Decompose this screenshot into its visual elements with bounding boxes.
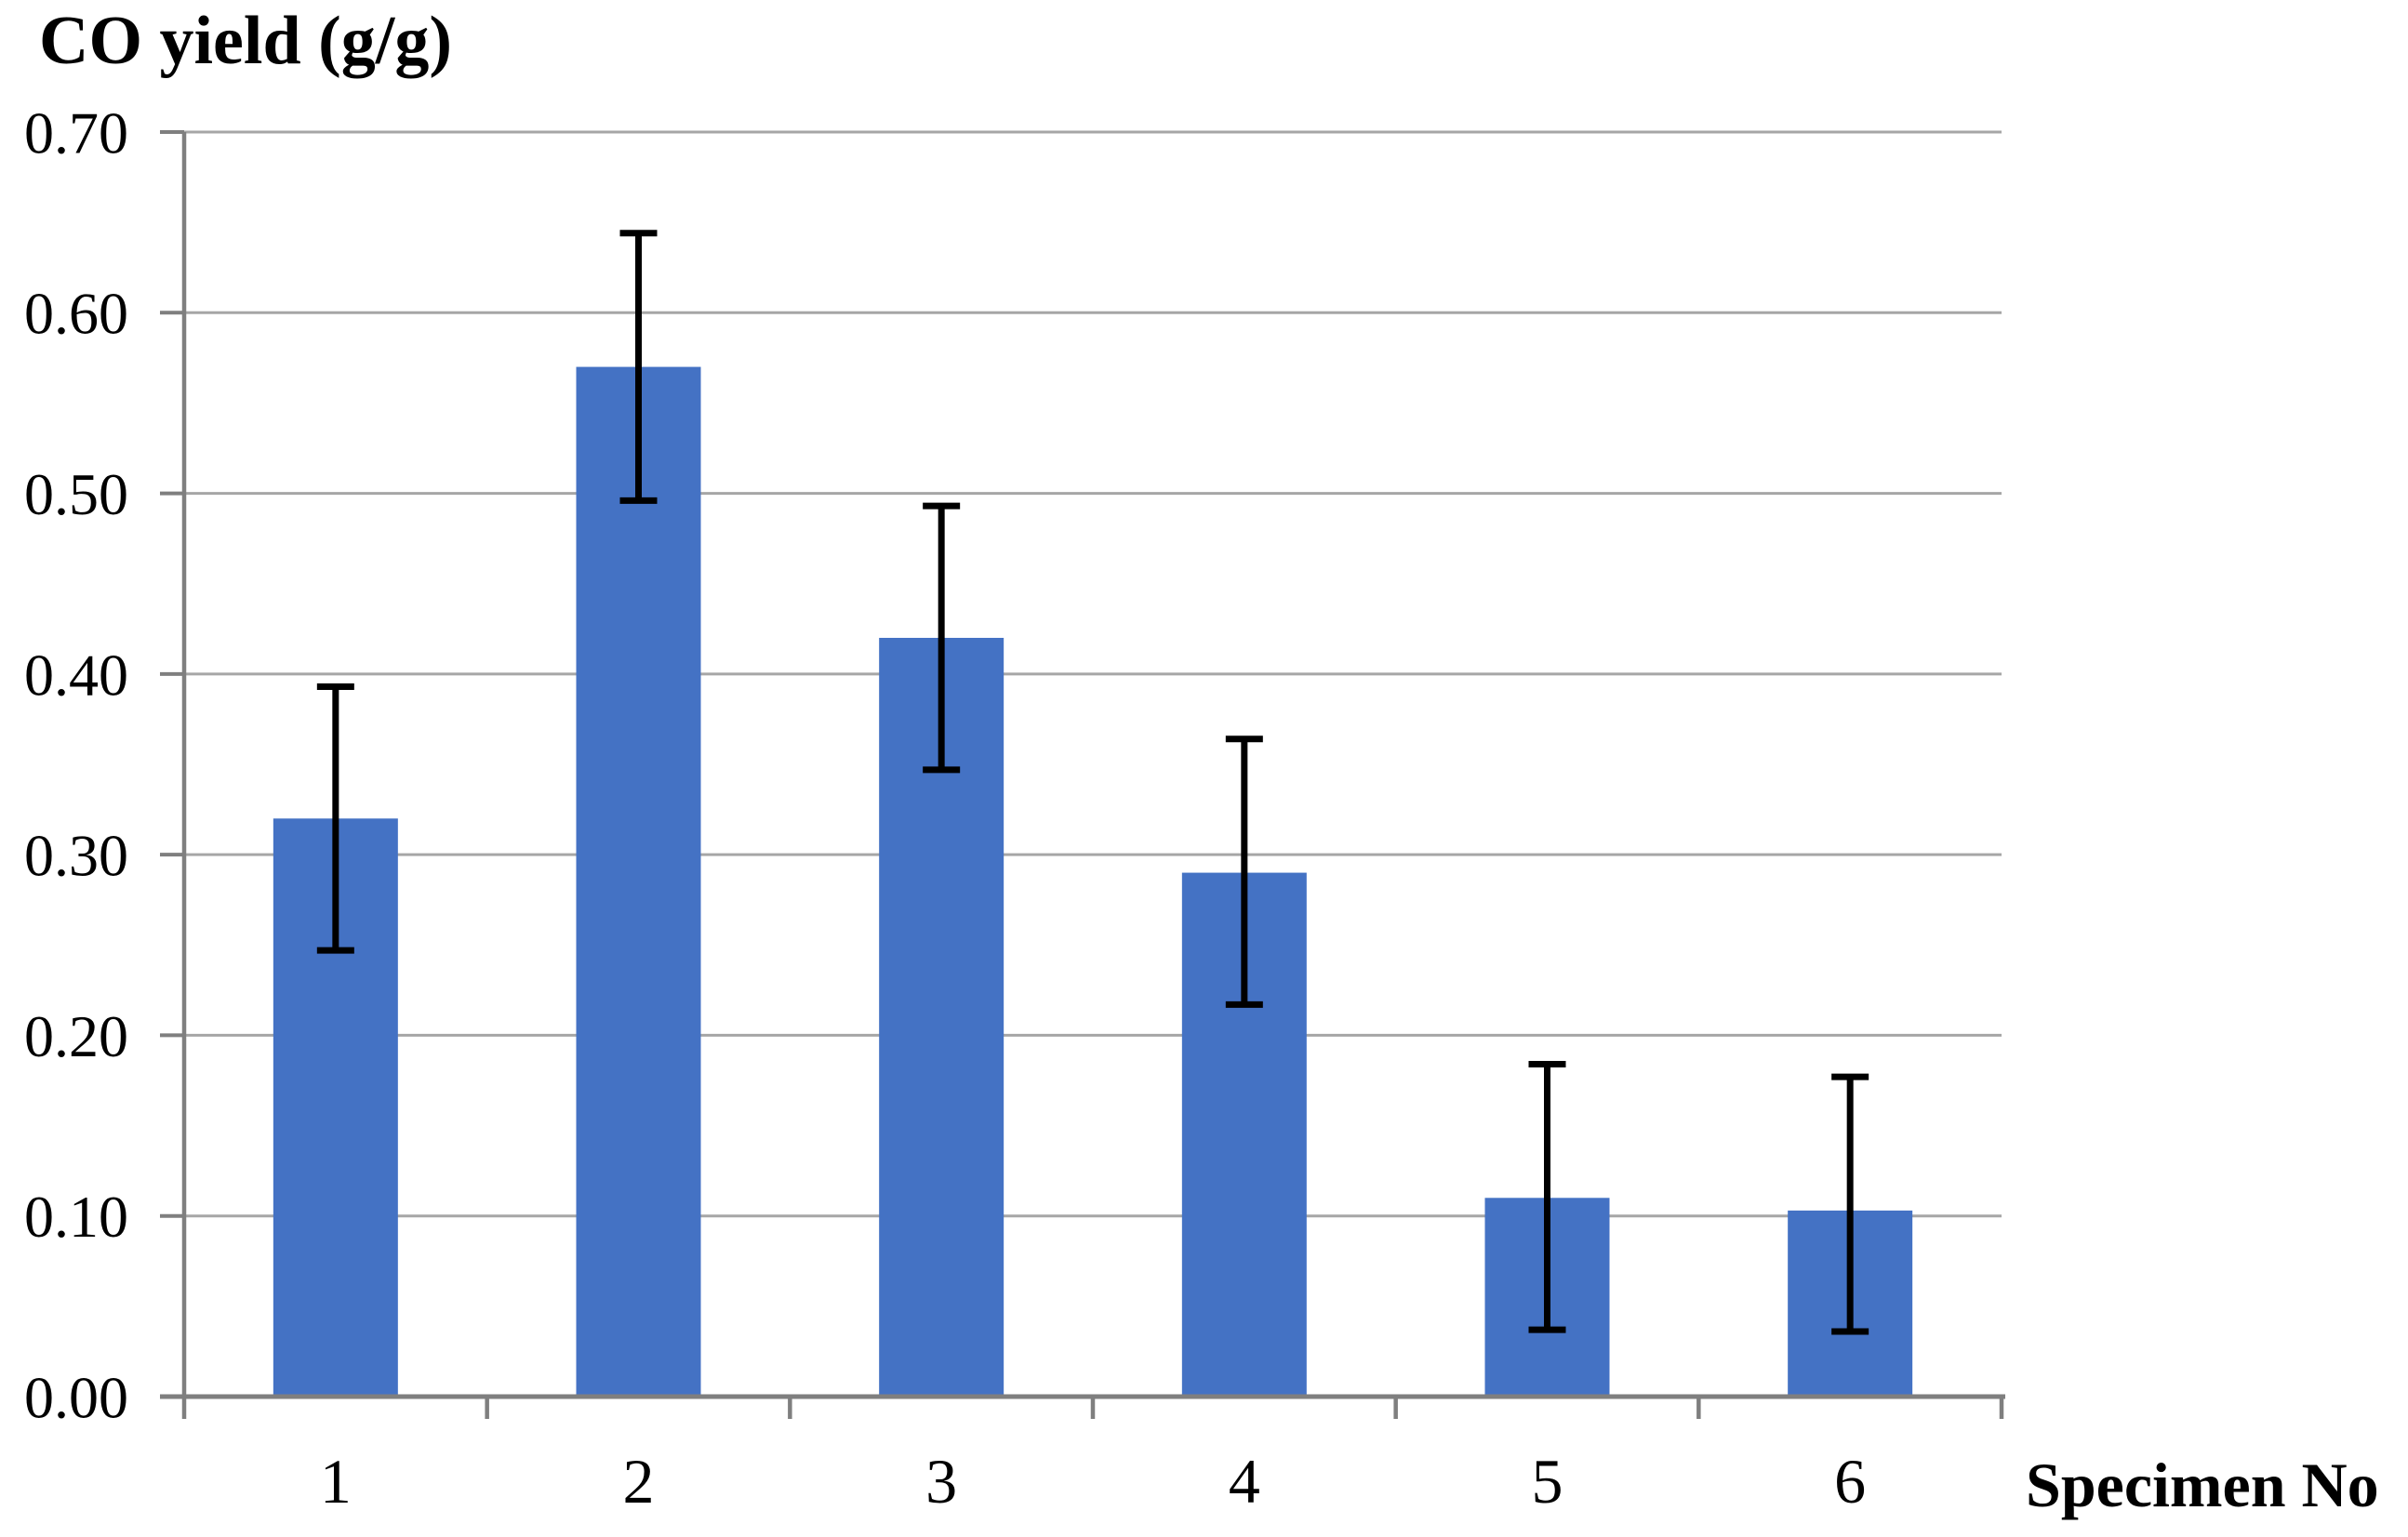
x-tick-label-1: 1 <box>320 1446 352 1517</box>
x-tick-label-4: 4 <box>1229 1446 1260 1517</box>
x-axis-title: Specimen No <box>2026 1450 2379 1520</box>
y-tick-label-0.00: 0.00 <box>24 1364 128 1430</box>
y-tick-label-0.60: 0.60 <box>24 281 128 347</box>
x-tick-label-6: 6 <box>1834 1446 1866 1517</box>
y-tick-label-0.70: 0.70 <box>24 99 128 166</box>
x-tick-label-5: 5 <box>1532 1446 1563 1517</box>
y-tick-label-0.10: 0.10 <box>24 1184 128 1250</box>
y-tick-label-0.40: 0.40 <box>24 642 128 708</box>
y-tick-label-0.20: 0.20 <box>24 1003 128 1069</box>
bar-specimen-2 <box>576 366 701 1398</box>
x-tick-label-3: 3 <box>925 1446 957 1517</box>
y-tick-label-0.30: 0.30 <box>24 823 128 889</box>
chart-title: CO yield (g/g) <box>39 3 452 79</box>
x-tick-label-2: 2 <box>623 1446 655 1517</box>
y-tick-label-0.50: 0.50 <box>24 461 128 527</box>
